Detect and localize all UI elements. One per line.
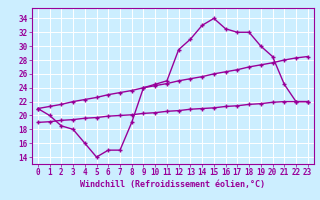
X-axis label: Windchill (Refroidissement éolien,°C): Windchill (Refroidissement éolien,°C) xyxy=(80,180,265,189)
